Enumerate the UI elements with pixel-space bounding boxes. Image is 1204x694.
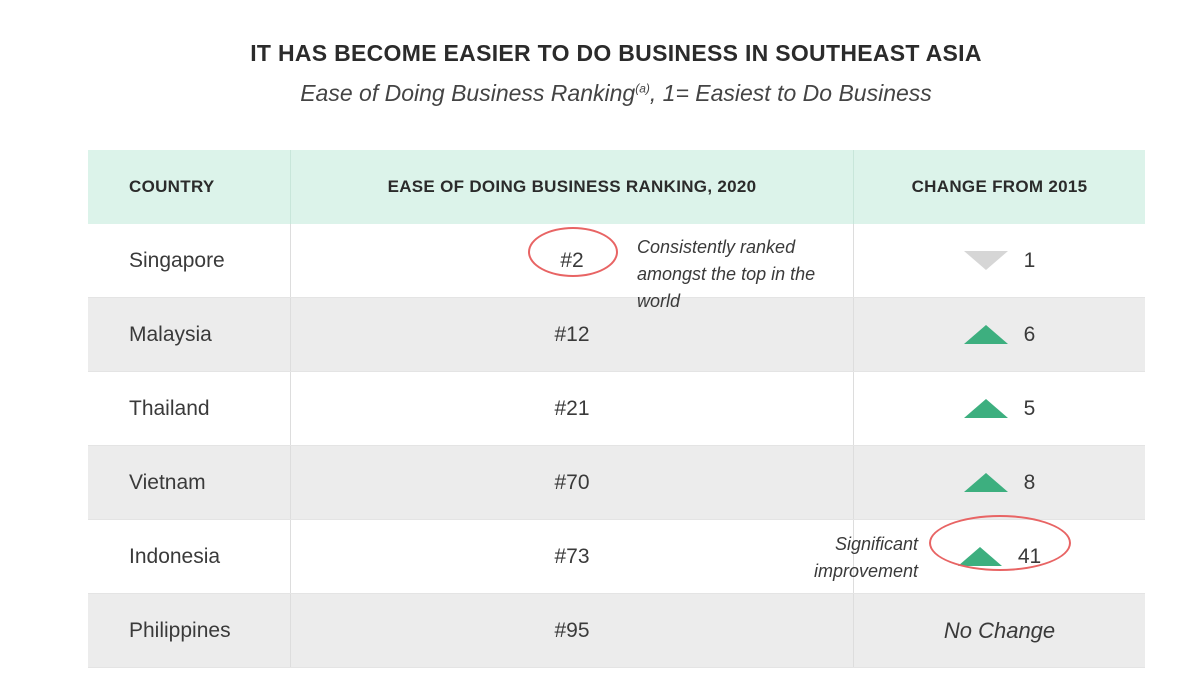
- subtitle-footnote-marker: (a): [635, 81, 650, 96]
- page-subtitle: Ease of Doing Business Ranking(a), 1= Ea…: [0, 80, 1204, 107]
- country-cell: Philippines: [129, 618, 231, 642]
- indonesia-annotation: Significant improvement: [760, 531, 918, 585]
- country-cell: Vietnam: [129, 470, 206, 494]
- change-cell: 8: [853, 446, 1145, 519]
- ranking-table: COUNTRY EASE OF DOING BUSINESS RANKING, …: [88, 150, 1145, 668]
- table-row: Indonesia #73 41: [88, 514, 1145, 594]
- change-cell: No Change: [853, 594, 1145, 667]
- table-row: Thailand #21 5: [88, 372, 1145, 446]
- table-row: Malaysia #12 6: [88, 298, 1145, 372]
- table-header-row: COUNTRY EASE OF DOING BUSINESS RANKING, …: [88, 150, 1145, 224]
- change-cell: 41: [853, 514, 1145, 593]
- highlight-ellipse: [928, 514, 1071, 571]
- subtitle-text-suffix: , 1= Easiest to Do Business: [649, 80, 932, 106]
- change-cell: 6: [853, 298, 1145, 371]
- table-row: Philippines #95 No Change: [88, 594, 1145, 668]
- change-value: 6: [1023, 322, 1036, 346]
- down-triangle-icon: [963, 251, 1008, 270]
- change-cell: 1: [853, 224, 1145, 297]
- rank-cell: #95: [290, 594, 853, 667]
- rank-value-highlighted: #2: [528, 226, 619, 277]
- change-value: 5: [1023, 396, 1036, 420]
- change-indicator: 1: [963, 248, 1036, 273]
- header-change: CHANGE FROM 2015: [853, 150, 1145, 224]
- annotation-line: improvement: [813, 561, 918, 581]
- rank-cell: #70: [290, 446, 853, 519]
- rank-cell: #21: [290, 372, 853, 445]
- rank-cell: #73: [290, 520, 853, 593]
- table-row: Vietnam #70 8: [88, 446, 1145, 520]
- header-country: COUNTRY: [129, 177, 215, 196]
- page-title: IT HAS BECOME EASIER TO DO BUSINESS IN S…: [250, 40, 982, 66]
- up-triangle-icon: [963, 399, 1008, 418]
- highlight-ellipse: [528, 226, 619, 277]
- rank-cell: #2: [290, 224, 853, 297]
- country-cell: Indonesia: [129, 544, 221, 568]
- rank-cell: #12: [290, 298, 853, 371]
- no-change-label: No Change: [943, 617, 1056, 643]
- change-indicator: 8: [963, 470, 1036, 495]
- country-cell: Thailand: [129, 396, 210, 420]
- change-value: 1: [1023, 248, 1036, 272]
- header-ranking: EASE OF DOING BUSINESS RANKING, 2020: [290, 150, 853, 224]
- singapore-annotation: Consistently ranked amongst the top in t…: [637, 237, 816, 311]
- change-indicator: 5: [963, 396, 1036, 421]
- change-cell: 5: [853, 372, 1145, 445]
- subtitle-text: Ease of Doing Business Ranking: [300, 80, 636, 106]
- change-indicator: 41: [928, 514, 1071, 571]
- change-value: 8: [1023, 470, 1036, 494]
- annotation-line: Significant: [834, 534, 918, 554]
- change-indicator: 6: [963, 322, 1036, 347]
- up-triangle-icon: [963, 473, 1008, 492]
- country-cell: Malaysia: [129, 322, 212, 346]
- table-row: Singapore #2 1: [88, 224, 1145, 298]
- up-triangle-icon: [963, 325, 1008, 344]
- country-cell: Singapore: [129, 248, 225, 272]
